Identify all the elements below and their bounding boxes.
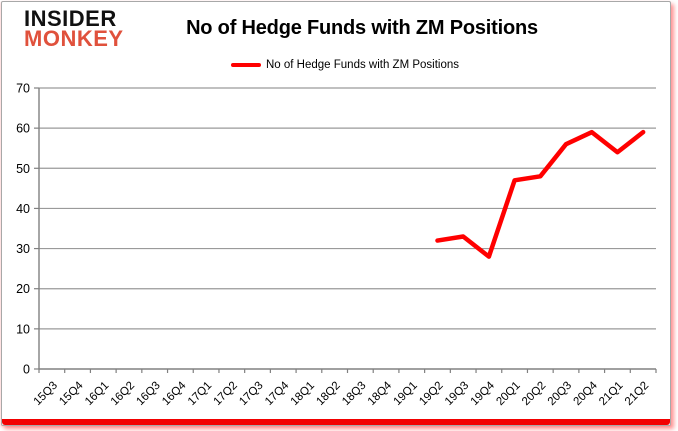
- x-tick-label: 18Q2: [314, 380, 342, 408]
- x-tick-label: 16Q2: [109, 380, 137, 408]
- x-tick-label: 16Q4: [160, 379, 189, 408]
- y-tick-label: 0: [23, 363, 30, 377]
- y-tick-label: 70: [16, 82, 30, 96]
- x-tick-label: 20Q2: [520, 380, 548, 408]
- x-tick-label: 19Q2: [417, 380, 445, 408]
- x-tick-label: 18Q3: [340, 380, 368, 408]
- x-tick-label: 17Q1: [186, 380, 214, 408]
- chart-title: No of Hedge Funds with ZM Positions: [186, 17, 538, 39]
- series-line: [435, 129, 646, 259]
- y-tick-label: 50: [16, 162, 30, 176]
- logo-word-insider: INSIDER: [24, 6, 117, 31]
- x-tick-label: 15Q3: [32, 380, 60, 408]
- y-tick-label: 40: [16, 202, 30, 216]
- x-tick-label: 18Q1: [289, 380, 317, 408]
- legend-line-marker: [230, 62, 261, 68]
- y-tick-label: 60: [16, 122, 30, 136]
- gridlines: [39, 87, 656, 330]
- x-tick-label: 20Q1: [494, 380, 522, 408]
- y-tick-label: 10: [16, 322, 30, 336]
- x-tick-label: 19Q3: [443, 380, 471, 408]
- x-tick-label: 20Q4: [571, 379, 600, 408]
- x-tick-label: 15Q4: [57, 379, 86, 408]
- x-tick-label: 16Q1: [83, 380, 111, 408]
- logo-word-monkey: MONKEY: [24, 26, 124, 52]
- x-tick-label: 17Q4: [263, 379, 292, 408]
- y-tick-label: 30: [16, 242, 30, 256]
- insider-monkey-logo: INSIDER MONKEY: [24, 6, 124, 52]
- x-tick-label: 17Q2: [212, 380, 240, 408]
- chart-legend: No of Hedge Funds with ZM Positions: [20, 59, 670, 71]
- x-tick-label: 18Q4: [366, 379, 395, 408]
- line-chart: 01020304050607015Q315Q416Q116Q216Q316Q41…: [16, 82, 657, 408]
- y-tick-label: 20: [16, 282, 30, 296]
- legend-label: No of Hedge Funds with ZM Positions: [265, 59, 460, 71]
- x-tick-label: 21Q2: [623, 380, 651, 408]
- x-tick-label: 19Q4: [469, 379, 498, 408]
- x-tick-label: 21Q1: [597, 380, 625, 408]
- x-tick-label: 20Q3: [546, 380, 574, 408]
- x-tick-label: 19Q1: [392, 380, 420, 408]
- x-tick-label: 16Q3: [134, 380, 162, 408]
- chart-card: INSIDER MONKEY No of Hedge Funds with ZM…: [1, 1, 671, 426]
- x-tick-label: 17Q3: [237, 380, 265, 408]
- bottom-accent-bar: [2, 419, 670, 425]
